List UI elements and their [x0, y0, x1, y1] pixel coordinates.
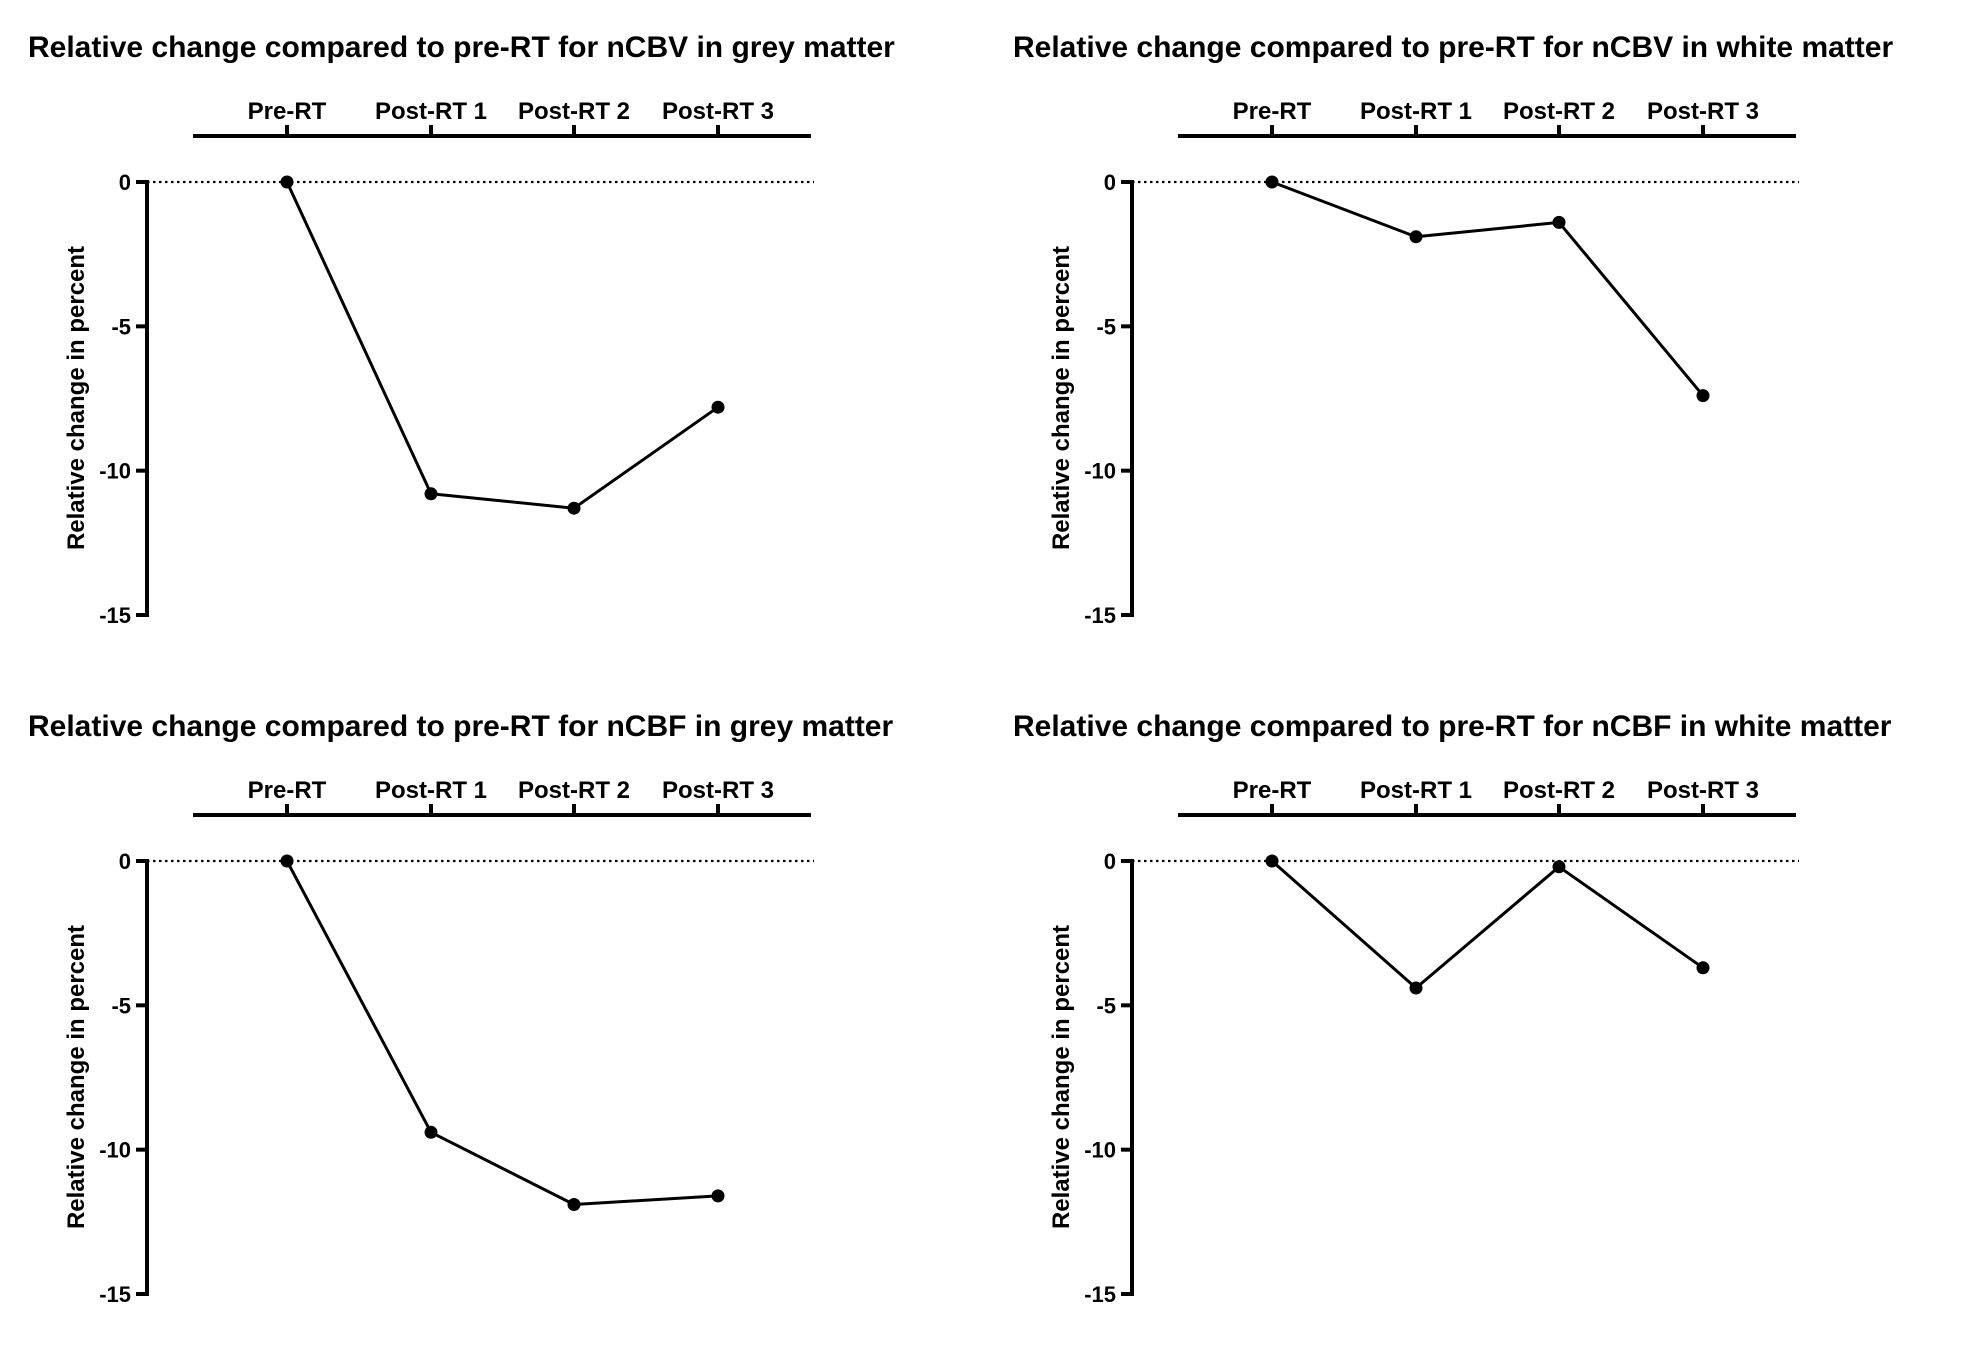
- data-point: [1552, 215, 1566, 229]
- x-tick-label: Post-RT 3: [662, 98, 774, 125]
- chart-svg: Relative change compared to pre-RT for n…: [1013, 710, 1892, 1307]
- chart-title: Relative change compared to pre-RT for n…: [1013, 31, 1893, 64]
- chart-panel-ncbv-white: Relative change compared to pre-RT for n…: [985, 0, 1970, 680]
- y-tick-label: -10: [1084, 459, 1116, 484]
- y-tick-label: -10: [1084, 1138, 1116, 1163]
- chart-title: Relative change compared to pre-RT for n…: [28, 710, 893, 743]
- data-point: [1409, 981, 1423, 995]
- y-axis-title: Relative change in percent: [1048, 246, 1075, 550]
- y-axis-title: Relative change in percent: [1048, 925, 1075, 1229]
- y-axis-title: Relative change in percent: [63, 925, 90, 1229]
- y-tick-label: -10: [99, 1138, 131, 1163]
- x-tick-label: Post-RT 3: [662, 777, 774, 804]
- chart-svg: Relative change compared to pre-RT for n…: [28, 710, 893, 1307]
- chart-svg: Relative change compared to pre-RT for n…: [28, 31, 895, 628]
- y-tick-label: -5: [111, 314, 131, 339]
- x-tick-label: Post-RT 1: [375, 777, 487, 804]
- data-point: [280, 175, 294, 189]
- data-point: [1696, 961, 1710, 975]
- chart-title: Relative change compared to pre-RT for n…: [28, 31, 895, 64]
- y-tick-label: -10: [99, 459, 131, 484]
- data-point: [1265, 854, 1279, 868]
- y-tick-label: -5: [111, 993, 131, 1018]
- y-tick-label: -15: [99, 603, 131, 628]
- data-point: [567, 501, 581, 515]
- series-line: [1271, 180, 1705, 397]
- data-point: [424, 487, 438, 501]
- data-point: [567, 1198, 581, 1211]
- data-point: [424, 1125, 438, 1139]
- y-tick-label: 0: [1104, 849, 1116, 874]
- data-point: [1696, 389, 1710, 403]
- x-tick-label: Post-RT 2: [518, 777, 630, 804]
- chart-panel-ncbf-white: Relative change compared to pre-RT for n…: [985, 679, 1970, 1359]
- y-tick-label: -15: [1084, 603, 1116, 628]
- series-line: [285, 860, 719, 1206]
- x-tick-label: Post-RT 2: [518, 98, 630, 125]
- y-tick-label: 0: [119, 170, 131, 195]
- x-tick-label: Post-RT 2: [1503, 777, 1615, 804]
- data-point: [1265, 175, 1279, 189]
- x-tick-label: Post-RT 1: [1360, 777, 1472, 804]
- y-tick-label: -15: [99, 1282, 131, 1307]
- y-axis-title: Relative change in percent: [63, 246, 90, 550]
- data-point: [1552, 860, 1566, 874]
- y-tick-label: 0: [1104, 170, 1116, 195]
- series-line: [285, 181, 719, 510]
- x-tick-label: Pre-RT: [1233, 777, 1312, 804]
- x-tick-label: Post-RT 2: [1503, 98, 1615, 125]
- y-tick-label: -15: [1084, 1282, 1116, 1307]
- data-point: [711, 400, 725, 414]
- y-tick-label: -5: [1096, 993, 1116, 1018]
- x-tick-label: Post-RT 1: [375, 98, 487, 125]
- x-tick-label: Pre-RT: [248, 98, 327, 125]
- chart-svg: Relative change compared to pre-RT for n…: [1013, 31, 1893, 628]
- x-tick-label: Post-RT 3: [1647, 98, 1759, 125]
- y-tick-label: -5: [1096, 314, 1116, 339]
- x-tick-label: Pre-RT: [248, 777, 327, 804]
- x-tick-label: Post-RT 3: [1647, 777, 1759, 804]
- series-line: [1271, 859, 1704, 990]
- chart-panel-ncbv-grey: Relative change compared to pre-RT for n…: [0, 0, 985, 680]
- data-point: [1409, 230, 1423, 244]
- data-point: [280, 854, 294, 868]
- data-point: [711, 1189, 725, 1203]
- chart-panel-ncbf-grey: Relative change compared to pre-RT for n…: [0, 679, 985, 1359]
- chart-title: Relative change compared to pre-RT for n…: [1013, 710, 1892, 743]
- y-tick-label: 0: [119, 849, 131, 874]
- x-tick-label: Post-RT 1: [1360, 98, 1472, 125]
- x-tick-label: Pre-RT: [1233, 98, 1312, 125]
